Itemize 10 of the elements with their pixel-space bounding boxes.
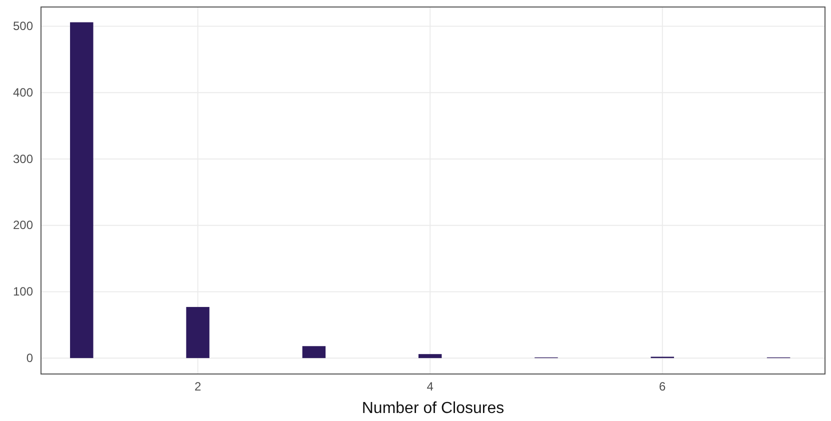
x-axis-title: Number of Closures bbox=[362, 400, 504, 417]
y-tick-label: 200 bbox=[12, 218, 34, 232]
y-tick-label: 0 bbox=[26, 350, 34, 365]
x-tick-label: 6 bbox=[659, 380, 666, 394]
x-tick-label: 2 bbox=[194, 380, 202, 394]
y-tick-label: 300 bbox=[12, 152, 34, 166]
y-tick-label: 500 bbox=[12, 19, 34, 34]
y-tick-label: 400 bbox=[12, 85, 34, 100]
x-tick-label: 4 bbox=[426, 380, 434, 394]
y-tick-label: 100 bbox=[12, 284, 34, 299]
